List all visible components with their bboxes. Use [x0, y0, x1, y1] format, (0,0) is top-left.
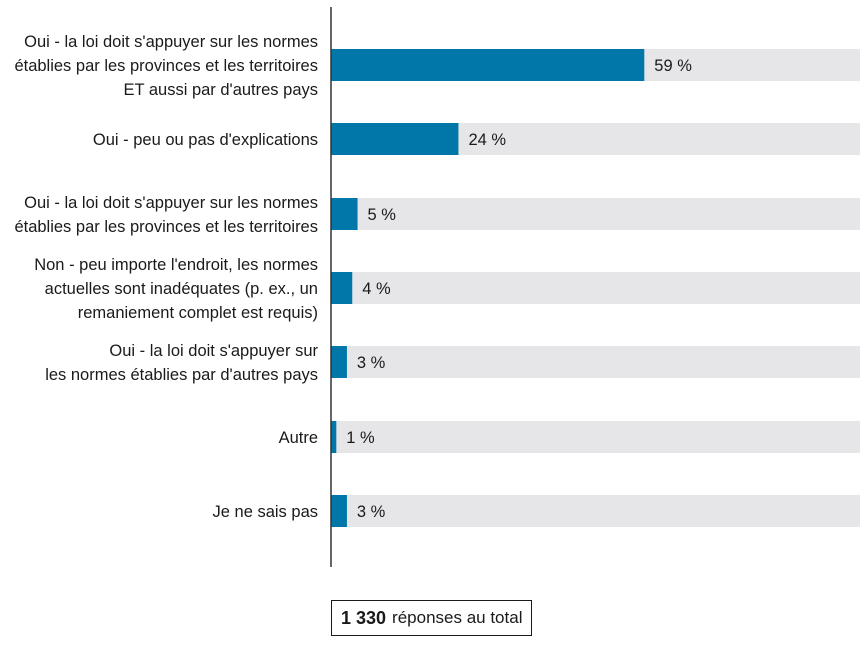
category-label-line: Non - peu importe l'endroit, les normes — [34, 256, 318, 274]
value-label: 24 % — [468, 131, 506, 149]
category-label: Oui - peu ou pas d'explications — [93, 131, 318, 149]
bar — [331, 49, 645, 81]
bar-track — [331, 495, 860, 527]
category-label-line: ET aussi par d'autres pays — [123, 81, 318, 99]
category-label: Je ne sais pas — [213, 503, 318, 521]
bar-track — [331, 272, 860, 304]
bar — [331, 421, 337, 453]
value-label: 3 % — [357, 354, 386, 372]
bar-track — [331, 346, 860, 378]
value-label: 5 % — [368, 206, 397, 224]
bar — [331, 198, 358, 230]
category-label-line: Oui - la loi doit s'appuyer sur les norm… — [24, 194, 318, 212]
bar-track — [331, 421, 860, 453]
total-responses-box: 1 330 réponses au total — [331, 600, 533, 636]
category-label-line: Oui - la loi doit s'appuyer sur les norm… — [24, 33, 318, 51]
category-label: Autre — [279, 429, 318, 447]
category-label: Oui - la loi doit s'appuyer sur les norme… — [45, 342, 318, 384]
bar — [331, 272, 353, 304]
category-label-line: Je ne sais pas — [213, 503, 318, 521]
total-label: réponses au total — [392, 608, 523, 627]
category-label-line: actuelles sont inadéquates (p. ex., un — [45, 280, 318, 298]
category-label: Oui - la loi doit s'appuyer sur les norm… — [14, 33, 318, 99]
category-label-line: Autre — [279, 429, 318, 447]
bar — [331, 346, 347, 378]
bar-chart: 59 % Oui - la loi doit s'appuyer sur les … — [14, 7, 860, 567]
bar-track — [331, 198, 860, 230]
category-label-line: Oui - peu ou pas d'explications — [93, 131, 318, 149]
category-label: Non - peu importe l'endroit, les normes a… — [34, 256, 318, 322]
total-count: 1 330 — [341, 607, 387, 628]
value-label: 59 % — [654, 57, 692, 75]
category-label-line: les normes établies par d'autres pays — [45, 366, 318, 384]
value-label: 4 % — [362, 280, 391, 298]
value-label: 3 % — [357, 503, 386, 521]
bar — [331, 123, 459, 155]
category-label-line: Oui - la loi doit s'appuyer sur — [109, 342, 318, 360]
category-label-line: établies par les provinces et les territ… — [14, 57, 318, 75]
category-label: Oui - la loi doit s'appuyer sur les norm… — [14, 194, 318, 236]
bar — [331, 495, 347, 527]
category-label-line: remaniement complet est requis) — [78, 304, 318, 322]
value-label: 1 % — [346, 429, 375, 447]
category-label-line: établies par les provinces et les territ… — [14, 218, 318, 236]
